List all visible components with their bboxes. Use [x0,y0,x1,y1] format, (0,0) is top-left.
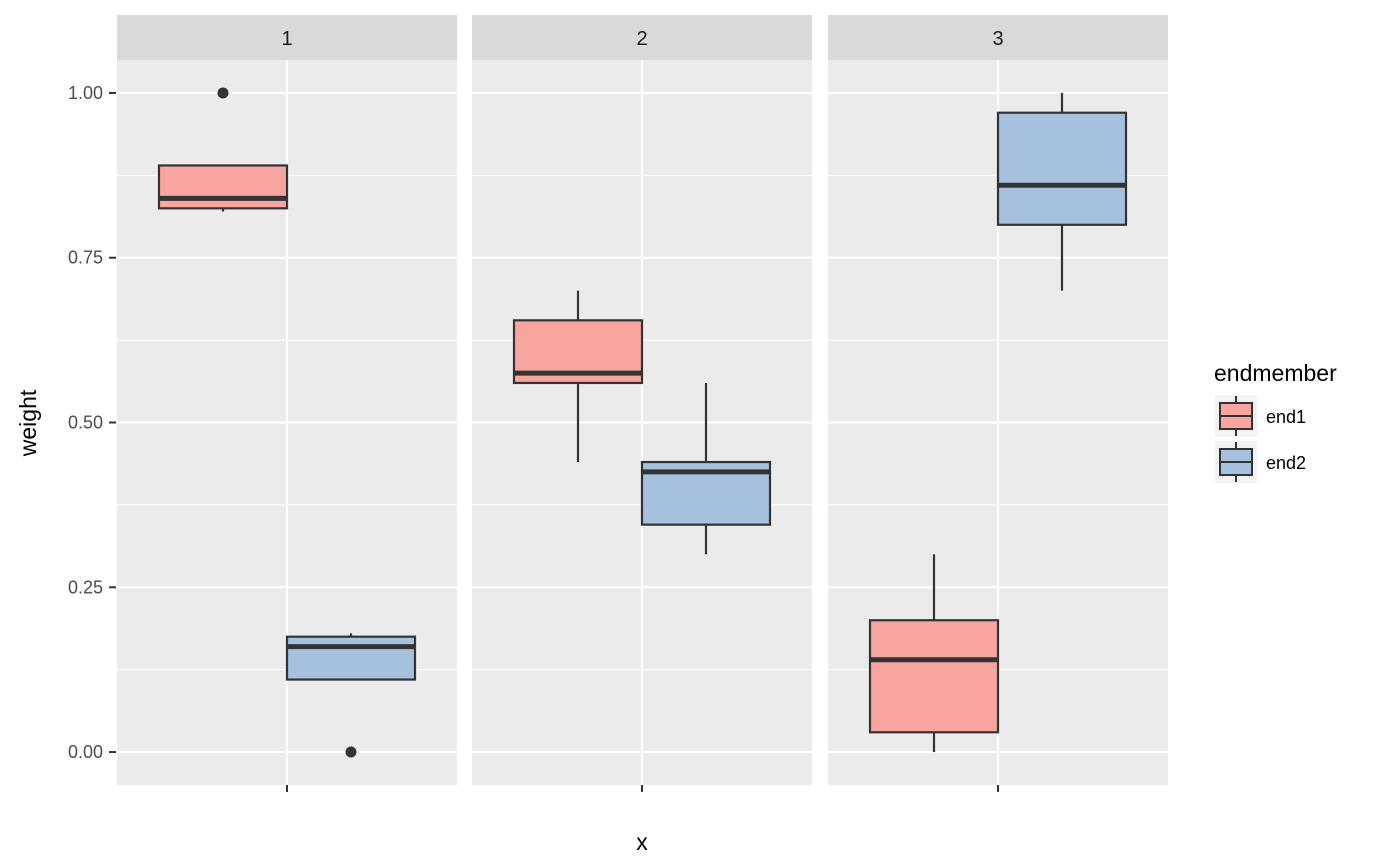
box-end1-facet-1 [157,87,289,212]
y-axis: 0.00 0.25 0.50 0.75 1.00 [68,83,116,762]
legend: endmember end1 end2 [1214,360,1337,483]
facet-strip-label: 1 [281,28,292,50]
outlier-point [345,746,357,758]
facet-panel-1: 1 [117,15,457,792]
box-end2-facet-1 [285,633,417,758]
y-axis-title: weight [15,389,41,457]
box-end2-facet-3 [996,92,1128,291]
facet-panel-2: 2 [472,15,812,792]
legend-entry-end2: end2 [1215,441,1306,483]
facet-strip [472,15,812,60]
box-body [285,635,417,681]
box-end2-facet-2 [640,382,772,555]
legend-label: end1 [1266,407,1306,427]
x-axis-title: x [636,829,648,855]
box-body [157,164,289,210]
legend-entry-end1: end1 [1215,395,1306,437]
facet-panel-3: 3 [828,15,1168,792]
box-body [868,619,1000,734]
y-tick-label: 0.00 [68,742,103,762]
facet-strip-label: 2 [636,28,647,50]
box-end1-facet-3 [868,554,1000,753]
legend-label: end2 [1266,453,1306,473]
outlier-point [217,87,229,99]
facet-panels: 1 2 3 [117,15,1168,792]
y-tick-label: 0.50 [68,413,103,433]
legend-title: endmember [1214,360,1337,386]
y-tick-label: 0.25 [68,577,103,597]
facet-strip [117,15,457,60]
y-tick-label: 0.75 [68,248,103,268]
facet-strip-label: 3 [992,28,1003,50]
facet-strip [828,15,1168,60]
y-tick-label: 1.00 [68,83,103,103]
box-end1-facet-2 [512,290,644,463]
box-body [996,111,1128,226]
